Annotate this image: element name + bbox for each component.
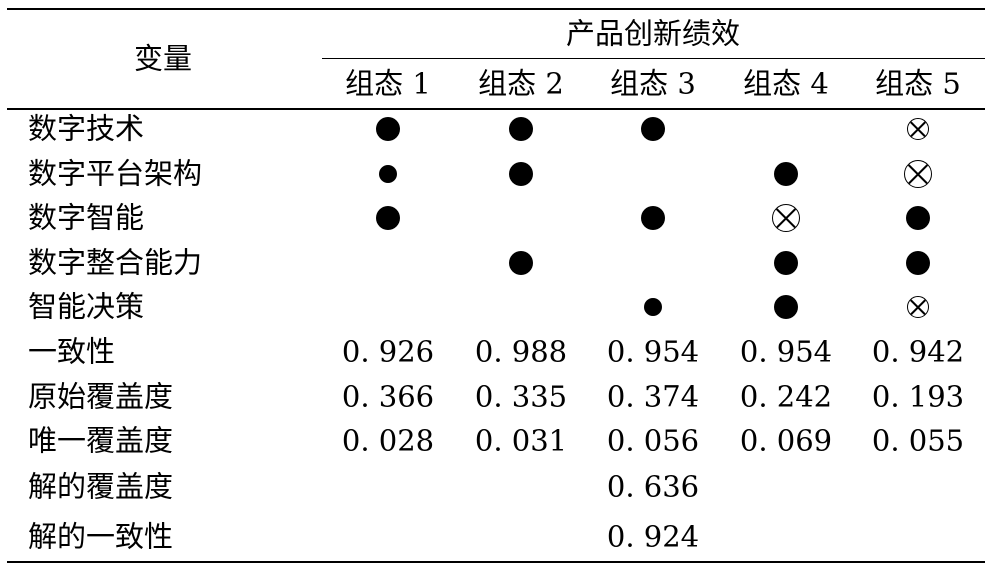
absent-condition-small-icon	[907, 296, 929, 318]
row-label-digital-integration: 数字整合能力	[28, 245, 203, 280]
consistency-value-5: 0. 942	[871, 334, 965, 369]
unique-coverage-value-1: 0. 028	[341, 423, 435, 458]
unique-coverage-value-3: 0. 056	[606, 423, 700, 458]
row-label-raw-coverage: 原始覆盖度	[28, 379, 174, 414]
present-condition-big-icon	[906, 206, 930, 230]
row-label-unique-coverage: 唯一覆盖度	[28, 423, 174, 458]
present-condition-big-icon	[906, 251, 930, 275]
column-header-1: 组态 1	[345, 66, 431, 101]
row-label-intelligent-decision: 智能决策	[28, 289, 145, 324]
group-header: 产品创新绩效	[565, 16, 741, 51]
column-header-5: 组态 5	[875, 66, 961, 101]
raw-coverage-value-1: 0. 366	[341, 379, 435, 414]
present-condition-big-icon	[509, 251, 533, 275]
absent-condition-small-icon	[907, 118, 929, 140]
header-sub-rule	[322, 58, 985, 59]
top-rule	[7, 8, 985, 10]
variable-header: 变量	[133, 41, 193, 76]
consistency-value-4: 0. 954	[739, 334, 833, 369]
present-condition-small-icon	[644, 298, 662, 316]
absent-condition-big-icon	[904, 160, 932, 188]
consistency-value-2: 0. 988	[474, 334, 568, 369]
present-condition-big-icon	[376, 117, 400, 141]
present-condition-big-icon	[774, 295, 798, 319]
row-label-consistency: 一致性	[28, 334, 116, 369]
solution-coverage-value: 0. 636	[606, 469, 700, 504]
raw-coverage-value-5: 0. 193	[871, 379, 965, 414]
row-label-digital-tech: 数字技术	[28, 111, 145, 146]
raw-coverage-value-4: 0. 242	[739, 379, 833, 414]
present-condition-big-icon	[641, 206, 665, 230]
absent-condition-big-icon	[772, 204, 800, 232]
row-label-solution-coverage: 解的覆盖度	[28, 469, 174, 504]
raw-coverage-value-3: 0. 374	[606, 379, 700, 414]
raw-coverage-value-2: 0. 335	[474, 379, 568, 414]
present-condition-small-icon	[379, 165, 397, 183]
header-rule	[7, 108, 985, 110]
row-label-digital-intelligence: 数字智能	[28, 200, 145, 235]
unique-coverage-value-5: 0. 055	[871, 423, 965, 458]
consistency-value-3: 0. 954	[606, 334, 700, 369]
row-label-digital-platform: 数字平台架构	[28, 156, 203, 191]
column-header-3: 组态 3	[610, 66, 696, 101]
present-condition-big-icon	[774, 251, 798, 275]
solution-consistency-value: 0. 924	[606, 519, 700, 554]
unique-coverage-value-4: 0. 069	[739, 423, 833, 458]
present-condition-big-icon	[509, 162, 533, 186]
present-condition-big-icon	[774, 162, 798, 186]
unique-coverage-value-2: 0. 031	[474, 423, 568, 458]
row-label-solution-consistency: 解的一致性	[28, 519, 174, 554]
present-condition-big-icon	[376, 206, 400, 230]
present-condition-big-icon	[641, 117, 665, 141]
bottom-rule	[7, 561, 985, 563]
column-header-2: 组态 2	[478, 66, 564, 101]
consistency-value-1: 0. 926	[341, 334, 435, 369]
present-condition-big-icon	[509, 117, 533, 141]
column-header-4: 组态 4	[743, 66, 829, 101]
